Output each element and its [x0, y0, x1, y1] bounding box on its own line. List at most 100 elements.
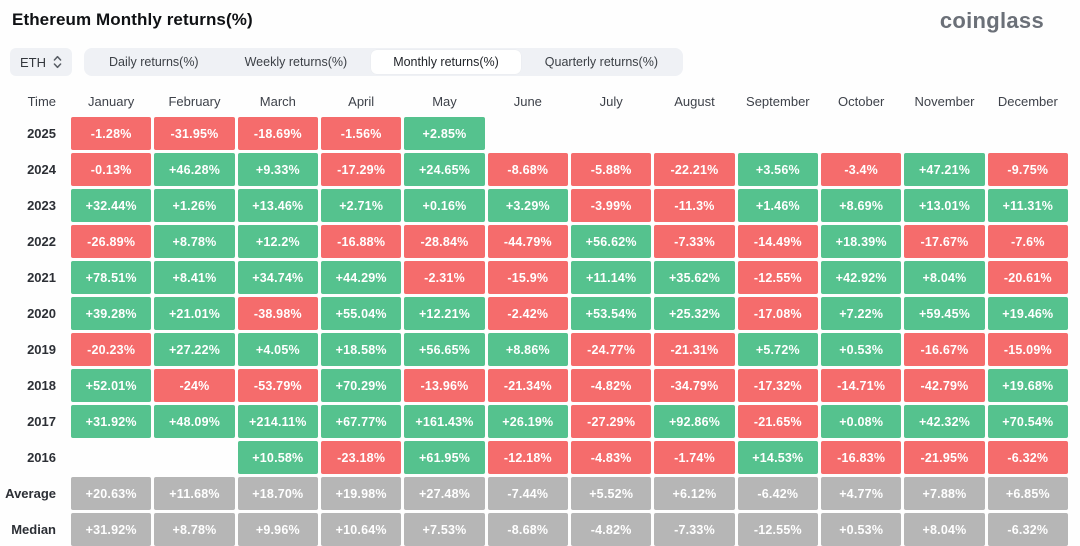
return-cell: -16.67%	[904, 333, 985, 366]
return-cell: -4.83%	[571, 441, 652, 474]
return-cell: +26.19%	[487, 405, 568, 438]
return-cell: -16.88%	[321, 225, 402, 258]
row-label-2020: 2020	[27, 306, 56, 321]
month-header-may: May	[432, 93, 457, 109]
return-cell: +4.77%	[821, 477, 902, 510]
row-label-2022: 2022	[27, 234, 56, 249]
return-cell: -1.74%	[654, 441, 735, 474]
month-header-august: August	[674, 93, 715, 109]
return-cell: -20.23%	[71, 333, 152, 366]
return-cell: -27.29%	[571, 405, 652, 438]
return-cell: +8.86%	[487, 333, 568, 366]
return-cell: +47.21%	[904, 153, 985, 186]
return-cell: +19.98%	[321, 477, 402, 510]
return-cell: -24%	[154, 369, 235, 402]
return-cell: +8.04%	[904, 513, 985, 546]
return-cell: -2.31%	[404, 261, 485, 294]
return-cell: -16.83%	[821, 441, 902, 474]
return-cell: +2.71%	[321, 189, 402, 222]
return-cell: +5.72%	[737, 333, 818, 366]
return-cell: +3.56%	[737, 153, 818, 186]
return-cell: -7.33%	[654, 225, 735, 258]
return-cell: +214.11%	[237, 405, 318, 438]
return-cell: +48.09%	[154, 405, 235, 438]
return-cell: +34.74%	[237, 261, 318, 294]
return-cell: -4.82%	[571, 369, 652, 402]
return-cell: -4.82%	[571, 513, 652, 546]
return-cell: +67.77%	[321, 405, 402, 438]
return-cell: -8.68%	[487, 153, 568, 186]
return-cell: -14.71%	[821, 369, 902, 402]
return-cell: +8.41%	[154, 261, 235, 294]
return-cell: +8.04%	[904, 261, 985, 294]
return-cell: +1.26%	[154, 189, 235, 222]
return-cell: -17.08%	[737, 297, 818, 330]
return-cell: +52.01%	[71, 369, 152, 402]
return-cell: -17.32%	[737, 369, 818, 402]
row-label-average: Average	[5, 486, 56, 501]
controls-row: ETH Daily returns(%) Weekly returns(%) Mon…	[10, 48, 1068, 76]
return-cell: -53.79%	[237, 369, 318, 402]
return-cell: +32.44%	[71, 189, 152, 222]
return-cell: +42.32%	[904, 405, 985, 438]
return-cell: +161.43%	[404, 405, 485, 438]
return-cell: +8.78%	[154, 513, 235, 546]
month-header-february: February	[168, 93, 221, 109]
symbol-select[interactable]: ETH	[10, 48, 72, 76]
return-cell: +0.16%	[404, 189, 485, 222]
return-cell: +46.28%	[154, 153, 235, 186]
return-cell: +25.32%	[654, 297, 735, 330]
return-cell: +20.63%	[71, 477, 152, 510]
return-cell: +0.53%	[821, 333, 902, 366]
return-cell: -28.84%	[404, 225, 485, 258]
row-label-2019: 2019	[27, 342, 56, 357]
row-label-2018: 2018	[27, 378, 56, 393]
return-cell: -24.77%	[571, 333, 652, 366]
return-cell: -15.9%	[487, 261, 568, 294]
return-cell: +55.04%	[321, 297, 402, 330]
return-cell: +11.31%	[987, 189, 1068, 222]
return-cell: -3.4%	[821, 153, 902, 186]
return-cell-empty	[821, 117, 901, 150]
return-cell: +92.86%	[654, 405, 735, 438]
return-cell: -31.95%	[154, 117, 235, 150]
return-cell: -44.79%	[487, 225, 568, 258]
return-cell: +5.52%	[571, 477, 652, 510]
return-cell: -26.89%	[71, 225, 152, 258]
return-cell: -11.3%	[654, 189, 735, 222]
return-cell: +14.53%	[737, 441, 818, 474]
return-cell: -21.34%	[487, 369, 568, 402]
month-header-july: July	[599, 93, 623, 109]
month-header-january: January	[88, 93, 135, 109]
return-cell: +1.46%	[737, 189, 818, 222]
return-cell: -23.18%	[321, 441, 402, 474]
return-cell-empty	[71, 441, 151, 474]
tabs: Daily returns(%) Weekly returns(%) Monthly…	[84, 48, 684, 76]
month-header-june: June	[513, 93, 542, 109]
month-header-november: November	[914, 93, 975, 109]
return-cell: -1.28%	[71, 117, 152, 150]
return-cell: +70.29%	[321, 369, 402, 402]
tab-daily-returns[interactable]: Daily returns(%)	[109, 55, 199, 69]
tab-weekly-returns[interactable]: Weekly returns(%)	[244, 55, 348, 69]
return-cell: +4.05%	[237, 333, 318, 366]
tab-quarterly-returns[interactable]: Quarterly returns(%)	[544, 55, 659, 69]
return-cell: +56.62%	[571, 225, 652, 258]
return-cell: +27.48%	[404, 477, 485, 510]
return-cell: -2.42%	[487, 297, 568, 330]
month-header-september: September	[746, 93, 810, 109]
return-cell: +42.92%	[821, 261, 902, 294]
return-cell: -7.6%	[987, 225, 1068, 258]
return-cell: +13.01%	[904, 189, 985, 222]
return-cell: +9.33%	[237, 153, 318, 186]
return-cell: +7.22%	[821, 297, 902, 330]
return-cell: -9.75%	[987, 153, 1068, 186]
return-cell: +19.46%	[987, 297, 1068, 330]
tab-monthly-returns[interactable]: Monthly returns(%)	[371, 50, 521, 74]
return-cell: +9.96%	[237, 513, 318, 546]
return-cell: +8.78%	[154, 225, 235, 258]
return-cell: -22.21%	[654, 153, 735, 186]
return-cell-empty	[988, 117, 1068, 150]
month-header-october: October	[838, 93, 885, 109]
